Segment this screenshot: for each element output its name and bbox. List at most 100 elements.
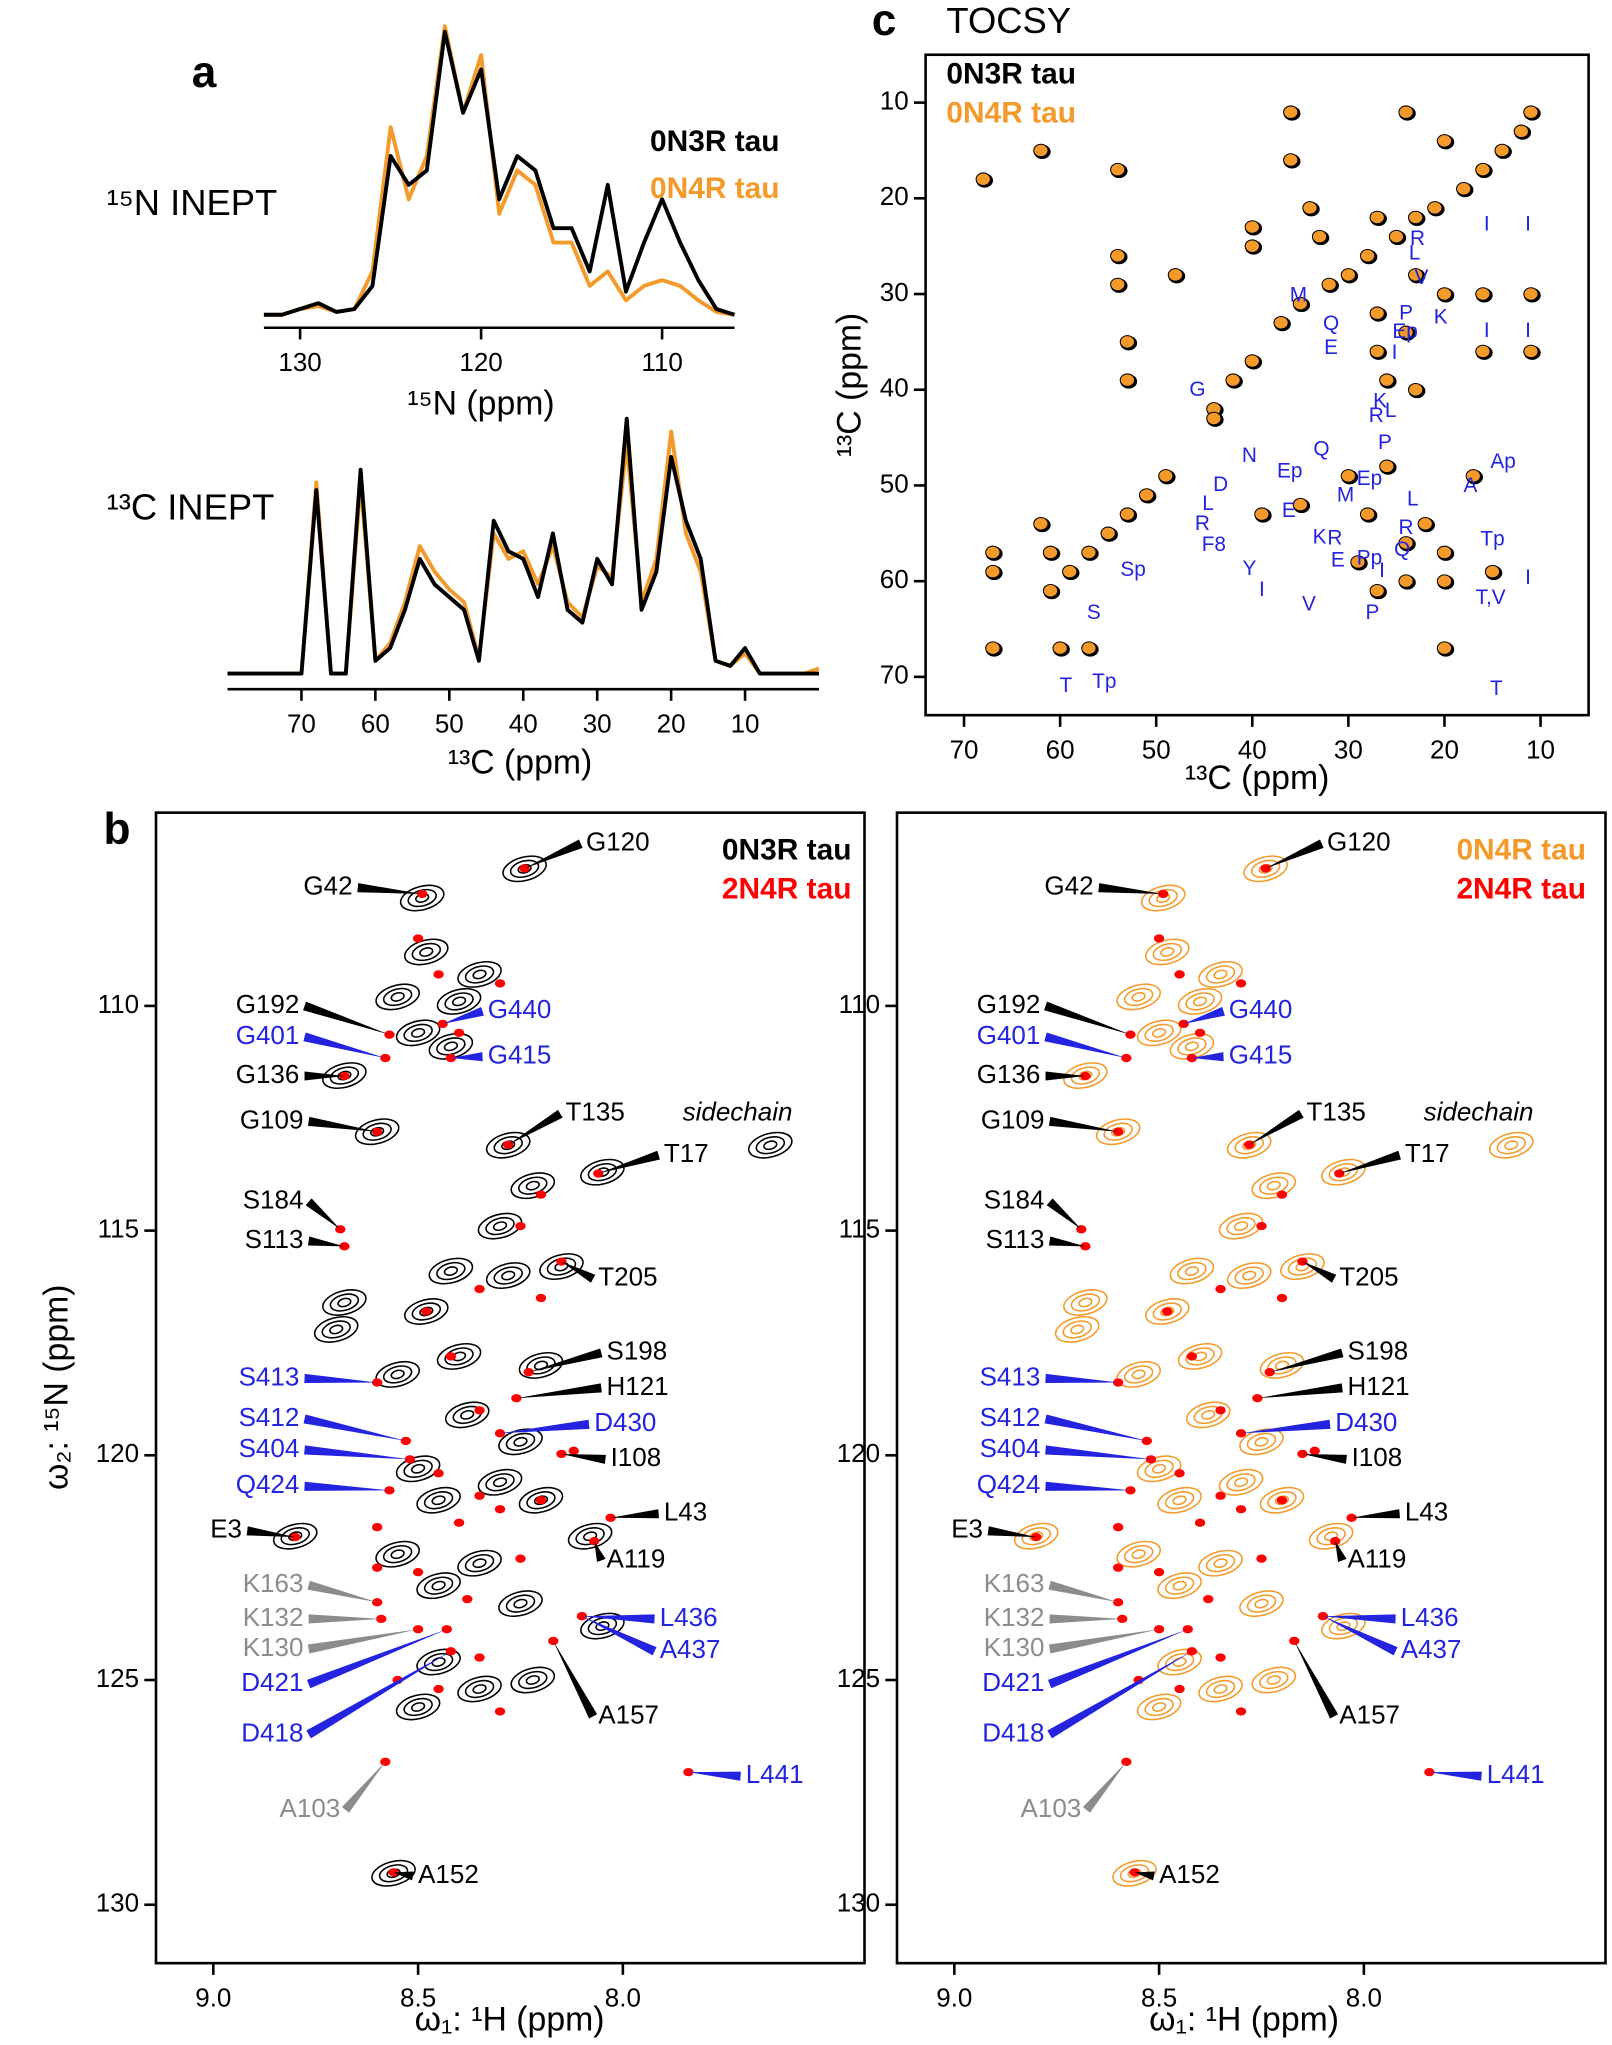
- peak-dot: [433, 1469, 444, 1478]
- contour-ring: [390, 992, 405, 1002]
- x-tick-label: 20: [1430, 734, 1459, 764]
- cross-peak: [1359, 507, 1376, 521]
- peak-label: L436: [660, 1602, 718, 1632]
- y-tick-label: 110: [839, 989, 880, 1019]
- y-tick-label: 50: [880, 468, 909, 498]
- contour-ring: [763, 1140, 778, 1151]
- cross-peak: [1283, 105, 1299, 119]
- peak-label: G109: [981, 1104, 1045, 1134]
- peak-label: H121: [606, 1371, 668, 1401]
- peak-dot: [1186, 1647, 1198, 1656]
- peak-dot: [494, 1505, 506, 1514]
- contour-ring: [403, 1697, 433, 1717]
- peak-label: G: [1189, 378, 1205, 401]
- peak-dot: [474, 1284, 485, 1294]
- x-axis-label: ω₁: ¹H (ppm): [415, 2001, 605, 2039]
- peak-dot: [1215, 1653, 1226, 1662]
- leader-line: [1046, 1198, 1082, 1230]
- contour-ring: [1131, 1369, 1146, 1380]
- x-tick-label: 8.0: [1346, 1982, 1382, 2012]
- contour-ring: [525, 1180, 540, 1191]
- peak-dot: [1162, 1307, 1173, 1316]
- peak-label: A157: [598, 1699, 659, 1729]
- peak-dot: [1080, 1071, 1091, 1081]
- contour-ring: [1172, 1580, 1187, 1591]
- contour-ring: [371, 1859, 416, 1887]
- cross-peak: [1206, 411, 1222, 426]
- peak-dot: [1309, 1446, 1320, 1455]
- leader-line: [1429, 1771, 1482, 1781]
- leader-line: [1191, 1052, 1224, 1062]
- contour-ring: [1266, 1675, 1281, 1685]
- contour-ring: [1488, 1131, 1534, 1159]
- leader-line: [450, 1052, 483, 1062]
- leader-line: [303, 1414, 406, 1441]
- cross-peak: [1436, 641, 1453, 655]
- cross-peak: [1119, 507, 1136, 521]
- peak-label: Ep: [1392, 320, 1417, 343]
- contour-ring: [1119, 1864, 1150, 1883]
- peak-label: Tp: [1480, 528, 1504, 551]
- peak-dot: [1215, 1491, 1226, 1500]
- cross-peak: [1052, 641, 1068, 655]
- contour-ring: [457, 1549, 502, 1577]
- peak-dot: [1203, 1594, 1214, 1604]
- leader-line: [1302, 1453, 1347, 1464]
- contour-ring: [1251, 1172, 1297, 1200]
- peak-label: Q424: [977, 1469, 1041, 1499]
- cross-peak: [1225, 373, 1241, 387]
- peak-dot: [1256, 1554, 1267, 1563]
- leader-line: [306, 1651, 451, 1739]
- peak-label: S404: [980, 1433, 1041, 1463]
- peak-label: G440: [1229, 994, 1293, 1024]
- peak-dot: [515, 1221, 526, 1231]
- contour-ring: [485, 1131, 531, 1159]
- peak-dot: [1256, 1221, 1267, 1231]
- contour-ring: [1198, 960, 1243, 988]
- x-tick-label: 20: [657, 708, 686, 738]
- cross-peak: [1302, 201, 1318, 215]
- contour-ring: [747, 1131, 793, 1159]
- leader-line: [304, 1071, 345, 1081]
- contour-ring: [1213, 1558, 1228, 1569]
- peak-dot: [290, 1532, 301, 1542]
- contour-ring: [1192, 996, 1208, 1007]
- peak-label: R: [1369, 404, 1384, 427]
- peak-dot: [494, 1707, 506, 1716]
- peak-label: S: [1087, 601, 1101, 624]
- cross-peak: [1427, 201, 1443, 215]
- contour-ring: [431, 1580, 446, 1591]
- y-tick-label: 115: [839, 1213, 880, 1243]
- contour-ring: [1205, 965, 1236, 984]
- cross-peak: [1369, 583, 1385, 598]
- peak-label: K163: [984, 1568, 1045, 1598]
- leader-line: [304, 1445, 410, 1460]
- peak-label: F8: [1202, 533, 1226, 556]
- peak-label: M: [1337, 483, 1354, 506]
- contour-ring: [498, 1590, 543, 1618]
- x-axis-label: ¹⁵N (ppm): [407, 385, 554, 423]
- leader-line: [1045, 1445, 1151, 1460]
- contour-ring: [1151, 1463, 1167, 1474]
- contour-ring: [1103, 1122, 1133, 1141]
- peak-label: G440: [488, 994, 552, 1024]
- leader-line: [1048, 1629, 1160, 1654]
- contour-ring: [1123, 987, 1154, 1007]
- peak-label: D421: [982, 1667, 1044, 1697]
- peak-label: G136: [236, 1059, 300, 1089]
- contour-ring: [411, 1302, 442, 1321]
- chart-title: ¹³C INEPT: [107, 486, 275, 527]
- cross-peak: [1110, 248, 1126, 263]
- contour-ring: [1172, 1657, 1187, 1667]
- peak-label: I: [1392, 341, 1398, 364]
- legend-entry: 0N4R tau: [946, 96, 1076, 129]
- y-tick-label: 70: [880, 660, 909, 690]
- peak-label: S412: [239, 1402, 300, 1432]
- cross-peak: [1110, 277, 1126, 292]
- peak-dot: [380, 1757, 391, 1766]
- leader-line: [1048, 1580, 1119, 1603]
- contour-ring: [518, 1486, 564, 1514]
- peak-dot: [376, 1614, 387, 1624]
- cross-peak: [1033, 516, 1049, 531]
- x-axis-label: ω₁: ¹H (ppm): [1149, 2001, 1339, 2039]
